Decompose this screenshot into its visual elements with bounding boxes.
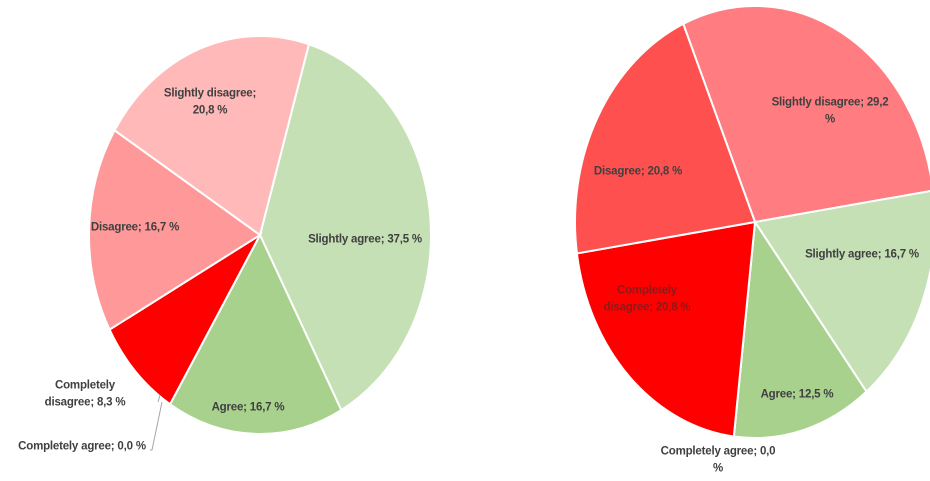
data-label: Slightly disagree; 20,8 % (163, 87, 257, 116)
data-label: Slightly agree; 16,7 % (805, 248, 919, 261)
pie-slice (753, 190, 930, 394)
data-label: Agree; 12,5 % (760, 388, 834, 401)
pie-slice (682, 5, 930, 224)
pie-slice (168, 232, 343, 435)
pie-slice (258, 43, 432, 412)
data-label: Agree; 16,7 % (211, 401, 285, 414)
pie-slice (88, 128, 262, 332)
data-label: Slightly agree; 37,5 % (308, 233, 422, 246)
pie-slice (574, 22, 757, 255)
data-label: Completely disagree; 8,3 % (44, 379, 126, 408)
data-label: Slightly disagree; 29,2 % (771, 96, 889, 125)
pie-slice (108, 232, 263, 406)
pie-slice (575, 220, 757, 438)
data-label: Disagree; 16,7 % (90, 221, 180, 234)
pie-slice (732, 219, 868, 439)
leader-line (150, 401, 163, 451)
leader-line (157, 394, 161, 403)
data-label: Completely disagree; 20,8 % (603, 284, 691, 313)
data-label: Completely agree; 0,0 % (660, 445, 776, 474)
pie-slice (113, 35, 311, 237)
data-label: Disagree; 20,8 % (593, 165, 683, 178)
data-label: Completely agree; 0,0 % (18, 440, 146, 453)
